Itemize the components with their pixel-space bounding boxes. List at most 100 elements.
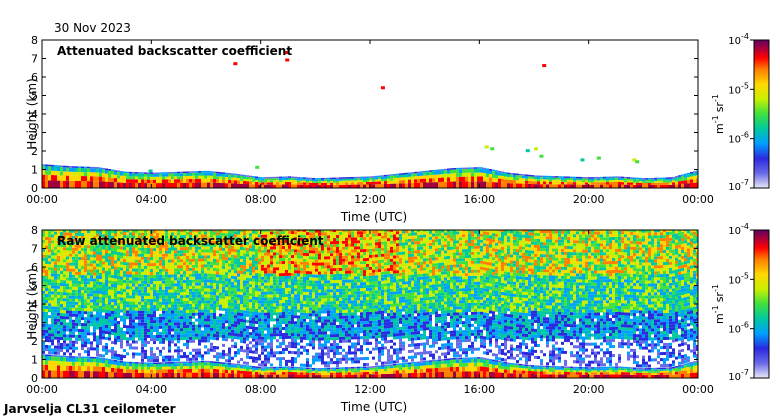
heatmap-cell: [93, 251, 96, 255]
heatmap-cell: [258, 291, 261, 295]
heatmap-cell: [117, 258, 120, 262]
heatmap-cell: [117, 309, 120, 313]
heatmap-cell: [90, 181, 93, 188]
heatmap-cell: [141, 366, 144, 370]
heatmap-cell: [90, 260, 93, 264]
heatmap-cell: [78, 259, 81, 263]
heatmap-cell: [198, 252, 201, 256]
heatmap-cell: [171, 182, 174, 188]
heatmap-cell: [213, 261, 216, 265]
heatmap-cell: [282, 374, 285, 378]
heatmap-cell: [240, 240, 243, 244]
heatmap-cell: [405, 183, 408, 188]
heatmap-cell: [159, 363, 162, 367]
heatmap-cell: [231, 370, 234, 374]
heatmap-cell: [207, 297, 210, 301]
heatmap-cell: [51, 240, 54, 244]
heatmap-cell: [513, 174, 516, 178]
heatmap-cell: [69, 331, 72, 335]
heatmap-cell: [156, 259, 159, 263]
heatmap-cell: [75, 235, 78, 239]
heatmap-cell: [78, 356, 81, 358]
heatmap-cell: [288, 367, 291, 370]
heatmap-cell: [387, 174, 390, 177]
heatmap-cell: [282, 243, 285, 247]
heatmap-cell: [123, 325, 126, 329]
heatmap-cell: [204, 279, 207, 283]
heatmap-cell: [189, 372, 192, 378]
heatmap-cell: [84, 308, 87, 312]
heatmap-cell: [243, 183, 246, 188]
heatmap-cell: [432, 171, 435, 175]
heatmap-cell: [597, 178, 600, 181]
heatmap-cell: [366, 184, 369, 188]
heatmap-cell: [285, 254, 288, 258]
heatmap-cell: [111, 233, 114, 237]
heatmap-cell: [168, 346, 171, 350]
heatmap-cell: [153, 269, 156, 273]
heatmap-cell: [171, 316, 174, 320]
heatmap-cell: [75, 370, 78, 378]
heatmap-cell: [255, 332, 258, 336]
heatmap-cell: [108, 277, 111, 281]
heatmap-cell: [273, 285, 276, 289]
heatmap-cell: [264, 357, 267, 361]
heatmap-cell: [111, 169, 114, 172]
heatmap-cell: [213, 303, 216, 307]
heatmap-cell: [219, 259, 222, 263]
heatmap-cell: [285, 245, 288, 249]
heatmap-cell: [132, 173, 135, 177]
heatmap-cell: [141, 349, 144, 353]
heatmap-cell: [138, 363, 141, 367]
heatmap-cell: [150, 356, 153, 360]
heatmap-cell: [96, 362, 99, 367]
heatmap-cell: [144, 289, 147, 293]
heatmap-cell: [138, 247, 141, 251]
heatmap-cell: [105, 249, 108, 253]
heatmap-cell: [60, 280, 63, 284]
heatmap-cell: [183, 259, 186, 263]
heatmap-cell: [249, 272, 252, 276]
heatmap-cell: [291, 231, 294, 235]
heatmap-cell: [42, 299, 45, 303]
heatmap-cell: [117, 273, 120, 277]
heatmap-cell: [267, 180, 270, 183]
heatmap-cell: [189, 321, 192, 325]
heatmap-cell: [123, 179, 126, 183]
heatmap-cell: [156, 179, 159, 184]
heatmap-cell: [240, 230, 243, 232]
heatmap-cell: [123, 363, 126, 367]
heatmap-cell: [252, 299, 255, 303]
heatmap-cell: [255, 308, 258, 312]
heatmap-cell: [252, 287, 255, 291]
heatmap-cell: [207, 231, 210, 235]
heatmap-cell: [612, 176, 615, 178]
heatmap-cell: [63, 295, 66, 299]
heatmap-cell: [423, 182, 426, 188]
heatmap-cell: [249, 266, 252, 270]
heatmap-cell: [120, 285, 123, 289]
heatmap-cell: [183, 173, 186, 177]
heatmap-cell: [93, 168, 96, 173]
heatmap-cell: [642, 181, 645, 183]
heatmap-cell: [51, 273, 54, 277]
heatmap-cell: [180, 331, 183, 335]
heatmap-cell: [117, 255, 120, 259]
heatmap-cell: [150, 272, 153, 276]
colorbar-unit-1: m-1sr-1: [711, 94, 726, 134]
heatmap-cell: [210, 279, 213, 283]
heatmap-cell: [90, 302, 93, 306]
heatmap-cell: [174, 369, 177, 373]
heatmap-cell: [282, 370, 285, 373]
heatmap-cell: [174, 235, 177, 239]
heatmap-cell: [204, 306, 207, 310]
heatmap-cell: [48, 174, 51, 181]
heatmap-cell: [63, 298, 66, 302]
heatmap-cell: [201, 330, 204, 334]
heatmap-cell: [516, 177, 519, 181]
heatmap-cell: [279, 327, 282, 331]
heatmap-cell: [216, 182, 219, 188]
heatmap-cell: [267, 374, 270, 378]
heatmap-cell: [216, 173, 219, 177]
heatmap-cell: [288, 236, 291, 240]
